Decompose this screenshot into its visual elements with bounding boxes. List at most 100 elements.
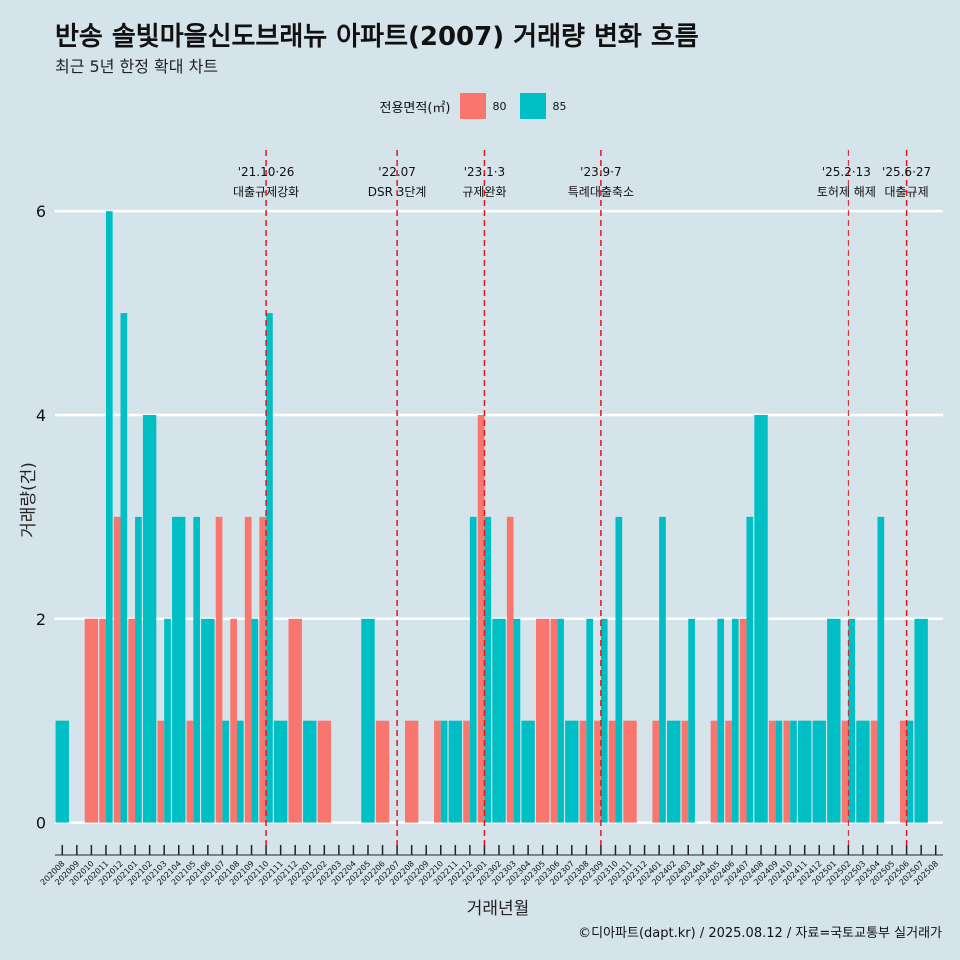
bar-85-202402 [666, 720, 681, 823]
bar-80-202010 [84, 618, 99, 823]
legend-label-85: 85 [552, 99, 567, 113]
bar-85-202303 [513, 618, 521, 823]
bar-80-202401 [652, 720, 660, 823]
bar-85-202201 [303, 720, 317, 823]
annotation-text-202309: 특례대출축소 [568, 185, 634, 199]
annotation-date-202502: '25.2·13 [822, 165, 871, 179]
legend-title: 전용면적(㎡) [379, 100, 451, 116]
bar-85-202101 [135, 516, 142, 823]
chart-subtitle: 최근 5년 한정 확대 차트 [55, 57, 219, 76]
annotation-text-202502: 토허제 해제 [817, 185, 876, 199]
bar-85-202212 [469, 516, 477, 823]
bar-85-202310 [615, 516, 623, 823]
bar-80-202210 [434, 720, 441, 823]
chart-title: 반송 솔빛마을신도브래뉴 아파트(2007) 거래량 변화 흐름 [55, 22, 699, 52]
bar-85-202306 [557, 618, 564, 823]
bar-80-202103 [157, 720, 165, 823]
bar-80-202406 [725, 720, 732, 823]
bar-85-202301 [484, 516, 492, 823]
annotation-date-202506: '25.6·27 [882, 165, 931, 179]
bar-80-202206 [375, 720, 390, 823]
bar-80-202403 [681, 720, 689, 823]
bar-85-202407 [746, 516, 754, 823]
bar-85-202502 [848, 618, 856, 823]
annotation-text-202506: 대출규제 [885, 185, 929, 199]
legend: 전용면적(㎡) 80 85 [0, 93, 960, 119]
bar-85-202012 [120, 313, 128, 823]
bar-85-202308 [586, 618, 594, 823]
bar-85-202011 [105, 211, 113, 823]
bar-85-202307 [565, 720, 579, 823]
bar-85-202503 [856, 720, 870, 823]
bar-80-202407 [739, 618, 747, 823]
bar-80-202405 [710, 720, 718, 823]
bar-80-202502 [841, 720, 849, 823]
bar-85-202103 [164, 618, 171, 823]
bar-85-202110 [266, 313, 273, 823]
bar-85-202401 [659, 516, 666, 823]
bar-85-202302 [492, 618, 506, 823]
bar-85-202107 [222, 720, 230, 823]
bar-85-202304 [521, 720, 535, 823]
annotation-text-202207: DSR 3단계 [368, 185, 427, 199]
bar-80-202110 [259, 516, 267, 823]
bar-80-202202 [317, 720, 332, 823]
bar-80-202305 [535, 618, 550, 823]
bar-80-202410 [783, 720, 791, 823]
annotation-date-202301: '23.1·3 [464, 165, 505, 179]
bar-80-202311 [623, 720, 637, 823]
bar-80-202308 [579, 720, 587, 823]
bar-80-202108 [230, 618, 237, 823]
bar-85-202405 [717, 618, 725, 823]
annotation-text-202110: 대출규제강화 [233, 185, 299, 199]
bar-80-202212 [463, 720, 470, 823]
policy-annotations: '21.10·26 대출규제강화 '22.07 DSR 3단계 '23.1·3 규제완화 '… [233, 165, 931, 199]
bars [55, 211, 928, 823]
legend-swatch-85 [520, 93, 547, 119]
bar-85-202412 [812, 720, 826, 823]
bar-85-202411 [798, 720, 812, 823]
bar-85-202410 [790, 720, 797, 823]
legend-label-80: 80 [492, 99, 507, 113]
y-tick-label: 0 [36, 814, 46, 833]
annotation-date-202110: '21.10·26 [238, 165, 295, 179]
x-axis-title: 거래년월 [467, 899, 530, 919]
y-tick-label: 6 [36, 202, 46, 221]
source-caption: ©디아파트(dapt.kr) / 2025.08.12 / 자료=국토교통부 실… [578, 926, 942, 941]
y-tick-label: 4 [36, 406, 46, 425]
x-axis: 2020082020092020102020112020122021012021… [39, 845, 943, 887]
annotation-date-202309: '23.9·7 [580, 165, 621, 179]
bar-80-202310 [608, 720, 616, 823]
y-axis: 0 2 4 6 [36, 202, 46, 832]
bar-80-202306 [550, 618, 558, 823]
bar-85-202403 [688, 618, 695, 823]
bar-80-202101 [128, 618, 136, 823]
legend-swatch-80 [460, 93, 487, 119]
bar-85-202104 [172, 516, 186, 823]
bar-80-202105 [186, 720, 194, 823]
bar-80-202208 [404, 720, 419, 823]
bar-85-202211 [448, 720, 463, 823]
bar-80-202109 [244, 516, 252, 823]
bar-80-202409 [768, 720, 776, 823]
bar-85-202504 [877, 516, 885, 823]
policy-lines [265, 150, 908, 845]
bar-85-202506 [906, 720, 914, 823]
bar-80-202506 [899, 720, 907, 823]
y-axis-title: 거래량(건) [19, 462, 39, 538]
bar-85-202111 [273, 720, 288, 823]
bar-80-202301 [477, 414, 485, 823]
bar-85-202105 [193, 516, 200, 823]
bar-80-202011 [99, 618, 106, 823]
bar-85-202106 [201, 618, 215, 823]
bar-85-202501 [827, 618, 841, 823]
bar-80-202309 [594, 720, 601, 823]
bar-85-202309 [600, 618, 608, 823]
bar-85-202008 [55, 720, 69, 823]
bar-80-202112 [288, 618, 302, 823]
bar-85-202102 [142, 414, 157, 823]
annotation-text-202301: 규제완화 [462, 185, 506, 199]
bar-85-202108 [236, 720, 244, 823]
bar-80-202012 [113, 516, 121, 823]
